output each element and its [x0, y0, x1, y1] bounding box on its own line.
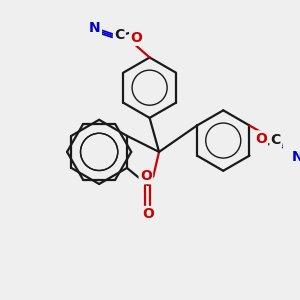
- Text: N: N: [89, 21, 101, 35]
- Text: C: C: [114, 28, 124, 42]
- Text: O: O: [142, 207, 154, 221]
- Text: O: O: [140, 169, 152, 183]
- Text: C: C: [271, 133, 281, 147]
- Text: O: O: [255, 132, 267, 146]
- Text: O: O: [130, 31, 142, 45]
- Text: N: N: [292, 150, 300, 164]
